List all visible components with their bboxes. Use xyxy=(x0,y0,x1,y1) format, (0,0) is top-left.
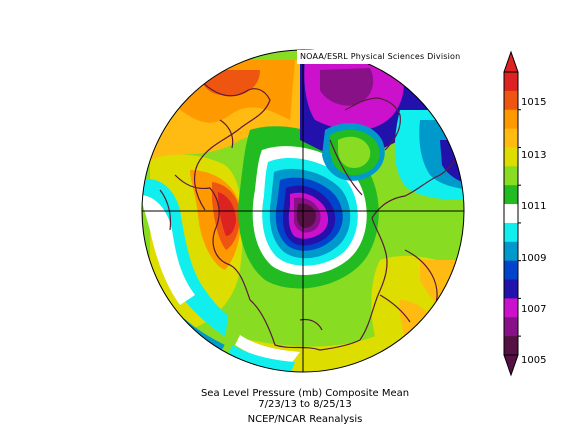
map-axes xyxy=(142,50,464,372)
credit-box xyxy=(297,50,463,64)
colorbar-swatch xyxy=(504,204,518,224)
caption-dates: 7/23/13 to 8/25/13 xyxy=(258,399,352,410)
colorbar-swatch xyxy=(504,185,518,205)
colorbar-swatch xyxy=(504,279,518,299)
pressure-field xyxy=(142,50,464,372)
coastlines xyxy=(159,79,461,351)
colorbar-arrow-top xyxy=(503,50,519,73)
colorbar-swatch xyxy=(504,222,518,243)
colorbar-arrow-bottom xyxy=(503,354,519,377)
colorbar-swatch xyxy=(504,298,518,318)
colorbar-label-1013: 1013 xyxy=(521,150,547,161)
colorbar-swatch xyxy=(504,260,518,281)
colorbar-label-1011: 1011 xyxy=(521,201,547,212)
colorbar-swatch xyxy=(504,147,518,167)
colorbar-swatch xyxy=(504,336,518,356)
caption-title: Sea Level Pressure (mb) Composite Mean xyxy=(200,388,410,399)
credit-label: NOAA/ESRL Physical Sciences Division xyxy=(300,52,461,61)
colorbar-label-1015: 1015 xyxy=(521,97,547,108)
colorbar-label-1009: 1009 xyxy=(521,253,547,264)
colorbar-label-1007: 1007 xyxy=(521,304,547,315)
colorbar-swatch xyxy=(504,109,518,130)
colorbar-frame xyxy=(503,71,519,356)
colorbar-swatch xyxy=(504,241,518,262)
colorbar xyxy=(503,50,521,377)
colorbar-label-1005: 1005 xyxy=(521,355,547,366)
colorbar-swatch xyxy=(504,128,518,148)
colorbar-swatch xyxy=(504,72,518,92)
colorbar-swatch xyxy=(504,90,518,111)
caption-source: NCEP/NCAR Reanalysis xyxy=(247,414,363,425)
colorbar-swatch xyxy=(504,166,518,186)
colorbar-swatch xyxy=(504,317,518,337)
